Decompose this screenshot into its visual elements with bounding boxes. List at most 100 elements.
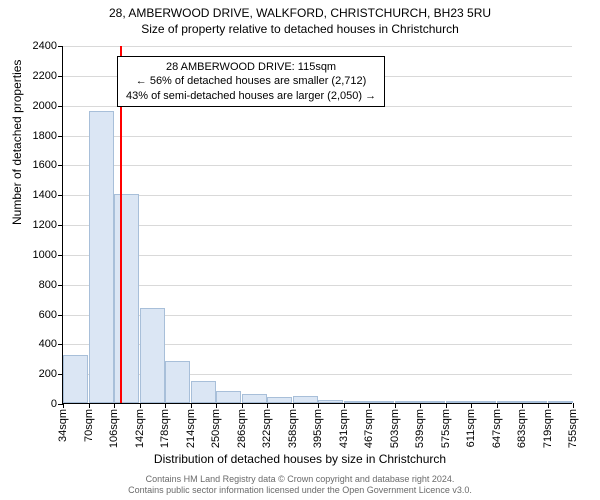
x-tick-label: 178sqm <box>159 409 171 448</box>
x-axis-label: Distribution of detached houses by size … <box>0 452 600 466</box>
y-tick-label: 800 <box>21 279 57 291</box>
x-tick-label: 503sqm <box>389 409 401 448</box>
x-tick-label: 755sqm <box>567 409 579 448</box>
histogram-bar <box>140 308 165 403</box>
y-tick-mark <box>58 315 63 316</box>
histogram-bar <box>497 401 522 403</box>
annotation-box: 28 AMBERWOOD DRIVE: 115sqm ← 56% of deta… <box>117 56 385 107</box>
grid-line <box>63 195 572 196</box>
x-tick-mark <box>140 403 141 408</box>
histogram-bar <box>522 401 547 403</box>
x-tick-mark <box>89 403 90 408</box>
y-tick-label: 2000 <box>21 100 57 112</box>
grid-line <box>63 136 572 137</box>
x-tick-mark <box>114 403 115 408</box>
chart-container: 28, AMBERWOOD DRIVE, WALKFORD, CHRISTCHU… <box>0 0 600 500</box>
x-tick-label: 286sqm <box>236 409 248 448</box>
x-tick-mark <box>318 403 319 408</box>
histogram-bar <box>216 391 241 403</box>
x-tick-label: 106sqm <box>108 409 120 448</box>
x-tick-label: 719sqm <box>542 409 554 448</box>
y-tick-label: 200 <box>21 368 57 380</box>
x-tick-label: 70sqm <box>83 409 95 442</box>
y-tick-mark <box>58 344 63 345</box>
histogram-bar <box>548 401 573 403</box>
x-tick-label: 322sqm <box>261 409 273 448</box>
y-tick-mark <box>58 165 63 166</box>
histogram-bar <box>293 396 318 403</box>
histogram-bar <box>89 111 114 403</box>
annotation-line2: ← 56% of detached houses are smaller (2,… <box>126 74 376 88</box>
x-tick-mark <box>497 403 498 408</box>
histogram-bar <box>63 355 88 403</box>
x-tick-label: 611sqm <box>465 409 477 447</box>
footer-line1: Contains HM Land Registry data © Crown c… <box>0 474 600 485</box>
x-tick-mark <box>369 403 370 408</box>
histogram-bar <box>344 401 369 403</box>
footer: Contains HM Land Registry data © Crown c… <box>0 472 600 500</box>
x-tick-label: 214sqm <box>185 409 197 448</box>
x-tick-label: 34sqm <box>57 409 69 442</box>
x-tick-label: 647sqm <box>491 409 503 448</box>
y-tick-label: 1000 <box>21 249 57 261</box>
y-tick-label: 600 <box>21 309 57 321</box>
grid-line <box>63 165 572 166</box>
y-tick-label: 400 <box>21 338 57 350</box>
grid-line <box>63 46 572 47</box>
y-tick-label: 0 <box>21 398 57 410</box>
x-tick-mark <box>548 403 549 408</box>
x-tick-label: 575sqm <box>440 409 452 448</box>
title-subtitle: Size of property relative to detached ho… <box>0 22 600 36</box>
x-tick-label: 431sqm <box>338 409 350 448</box>
y-tick-mark <box>58 255 63 256</box>
histogram-bar <box>395 401 420 403</box>
x-tick-mark <box>63 403 64 408</box>
histogram-bar <box>369 401 394 403</box>
y-tick-label: 2200 <box>21 70 57 82</box>
x-tick-label: 250sqm <box>210 409 222 448</box>
histogram-bar <box>114 194 139 403</box>
footer-line2: Contains public sector information licen… <box>0 485 600 496</box>
annotation-line1: 28 AMBERWOOD DRIVE: 115sqm <box>126 60 376 74</box>
x-tick-mark <box>573 403 574 408</box>
y-tick-mark <box>58 46 63 47</box>
histogram-bar <box>446 401 471 403</box>
x-tick-mark <box>191 403 192 408</box>
y-tick-label: 2400 <box>21 40 57 52</box>
histogram-bar <box>242 394 267 403</box>
histogram-bar <box>318 400 343 403</box>
histogram-bar <box>191 381 216 403</box>
histogram-bar <box>267 397 292 403</box>
x-tick-mark <box>395 403 396 408</box>
y-tick-label: 1200 <box>21 219 57 231</box>
x-tick-label: 539sqm <box>414 409 426 448</box>
grid-line <box>63 255 572 256</box>
x-tick-mark <box>420 403 421 408</box>
y-tick-mark <box>58 225 63 226</box>
annotation-line3: 43% of semi-detached houses are larger (… <box>126 89 376 103</box>
x-tick-mark <box>446 403 447 408</box>
x-tick-mark <box>522 403 523 408</box>
histogram-bar <box>420 401 445 403</box>
x-tick-mark <box>165 403 166 408</box>
histogram-bar <box>165 361 190 403</box>
x-tick-mark <box>267 403 268 408</box>
histogram-bar <box>471 401 496 403</box>
y-tick-mark <box>58 195 63 196</box>
x-tick-label: 467sqm <box>363 409 375 448</box>
x-tick-label: 142sqm <box>134 409 146 448</box>
x-tick-mark <box>242 403 243 408</box>
y-tick-mark <box>58 374 63 375</box>
x-tick-label: 358sqm <box>287 409 299 448</box>
y-tick-label: 1400 <box>21 189 57 201</box>
grid-line <box>63 285 572 286</box>
y-tick-label: 1800 <box>21 130 57 142</box>
grid-line <box>63 225 572 226</box>
y-tick-mark <box>58 106 63 107</box>
y-tick-label: 1600 <box>21 159 57 171</box>
x-tick-label: 395sqm <box>312 409 324 448</box>
y-tick-mark <box>58 136 63 137</box>
x-tick-mark <box>216 403 217 408</box>
x-tick-label: 683sqm <box>516 409 528 448</box>
title-block: 28, AMBERWOOD DRIVE, WALKFORD, CHRISTCHU… <box>0 0 600 36</box>
